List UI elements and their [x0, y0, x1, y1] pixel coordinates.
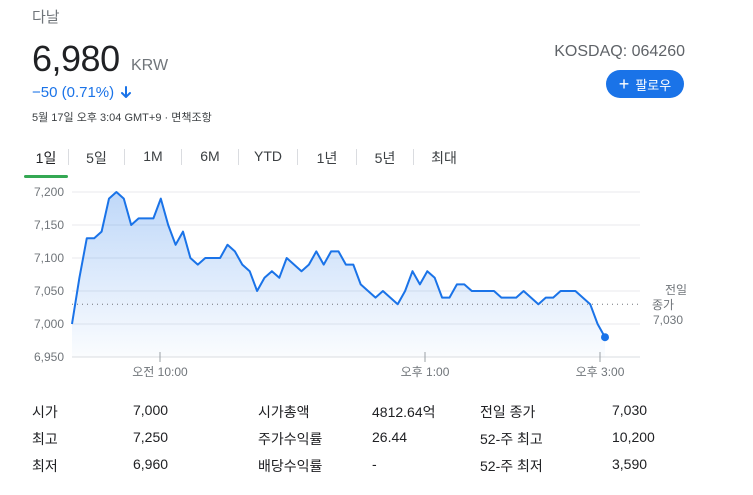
- previous-close-value: 7,030: [653, 313, 683, 327]
- currency-label: KRW: [131, 57, 169, 74]
- stat-value: 10,200: [612, 429, 655, 445]
- tab-divider: [68, 149, 69, 165]
- plus-icon: +: [618, 74, 630, 94]
- stat-value: 7,030: [612, 402, 648, 418]
- timestamp-disclaimer: 5월 17일 오후 3:04 GMT+9 · 면책조항: [32, 112, 212, 124]
- stat-label: 최저: [32, 458, 58, 474]
- follow-label: 팔로우: [635, 77, 672, 93]
- previous-close-label: 종가: [652, 298, 674, 312]
- last-price-point: [601, 333, 609, 342]
- exchange-ticker: KOSDAQ: 064260: [554, 43, 685, 60]
- stat-label: 주가수익률: [258, 431, 323, 447]
- y-tick-label: 7,000: [34, 317, 64, 331]
- stat-label: 52-주 최저: [480, 458, 543, 474]
- stats-table: 시가 7,000 시가총액 4812.64억 전일 종가 7,030 최고 7,…: [32, 398, 712, 479]
- price-change: −50 (0.71%): [32, 84, 132, 101]
- company-name: 다날: [32, 9, 60, 26]
- y-tick-label: 7,050: [34, 284, 64, 298]
- y-tick-label: 6,950: [34, 350, 64, 364]
- tab-divider: [413, 149, 414, 165]
- tab-5y[interactable]: 5년: [374, 150, 396, 166]
- stat-label: 52-주 최고: [480, 431, 543, 447]
- price-chart[interactable]: 6,950 7,000 7,050 7,100 7,150 7,200 전일 종가 7,0…: [0, 175, 753, 385]
- stat-label: 배당수익률: [258, 458, 323, 474]
- stat-value: 4812.64억: [372, 404, 436, 420]
- stat-label: 전일 종가: [480, 404, 536, 420]
- tab-divider: [124, 149, 125, 165]
- current-price: 6,980: [32, 38, 120, 79]
- tab-divider: [297, 149, 298, 165]
- stats-row: 시가 7,000 시가총액 4812.64억 전일 종가 7,030: [32, 398, 712, 425]
- x-tick-label: 오후 3:00: [576, 365, 625, 379]
- stat-value: 3,590: [612, 456, 648, 472]
- price-line: [71, 191, 606, 338]
- price-change-value: −50 (0.71%): [32, 84, 115, 101]
- tab-5d[interactable]: 5일: [86, 150, 107, 166]
- y-tick-label: 7,200: [34, 185, 64, 199]
- stat-value: 7,000: [133, 402, 169, 418]
- tab-1d[interactable]: 1일: [24, 140, 68, 178]
- stats-row: 최고 7,250 주가수익률 26.44 52-주 최고 10,200: [32, 425, 712, 452]
- stat-label: 최고: [32, 431, 58, 447]
- tab-divider: [181, 149, 182, 165]
- y-tick-label: 7,100: [34, 251, 64, 265]
- follow-button[interactable]: + 팔로우: [606, 70, 684, 98]
- stat-label: 시가총액: [258, 404, 310, 420]
- price-area: [72, 192, 605, 357]
- arrow-down-icon: [121, 85, 132, 98]
- stat-value: 7,250: [133, 429, 169, 445]
- tab-divider: [356, 149, 357, 165]
- stat-value: -: [372, 456, 377, 472]
- tab-divider: [238, 149, 239, 165]
- time-range-tabs: 1일 5일 1M 6M YTD 1년 5년 최대: [24, 140, 474, 178]
- stat-value: 26.44: [372, 429, 408, 445]
- tab-1y[interactable]: 1년: [316, 150, 338, 166]
- x-tick-label: 오후 1:00: [401, 365, 450, 379]
- stat-label: 시가: [32, 404, 58, 420]
- tab-1m[interactable]: 1M: [143, 148, 163, 164]
- stats-row: 최저 6,960 배당수익률 - 52-주 최저 3,590: [32, 452, 712, 479]
- tab-ytd[interactable]: YTD: [254, 148, 282, 164]
- tab-max[interactable]: 최대: [431, 150, 457, 166]
- x-tick-label: 오전 10:00: [132, 365, 188, 379]
- y-tick-label: 7,150: [34, 218, 64, 232]
- stat-value: 6,960: [133, 456, 169, 472]
- previous-close-label: 전일: [665, 283, 687, 297]
- tab-6m[interactable]: 6M: [200, 148, 220, 164]
